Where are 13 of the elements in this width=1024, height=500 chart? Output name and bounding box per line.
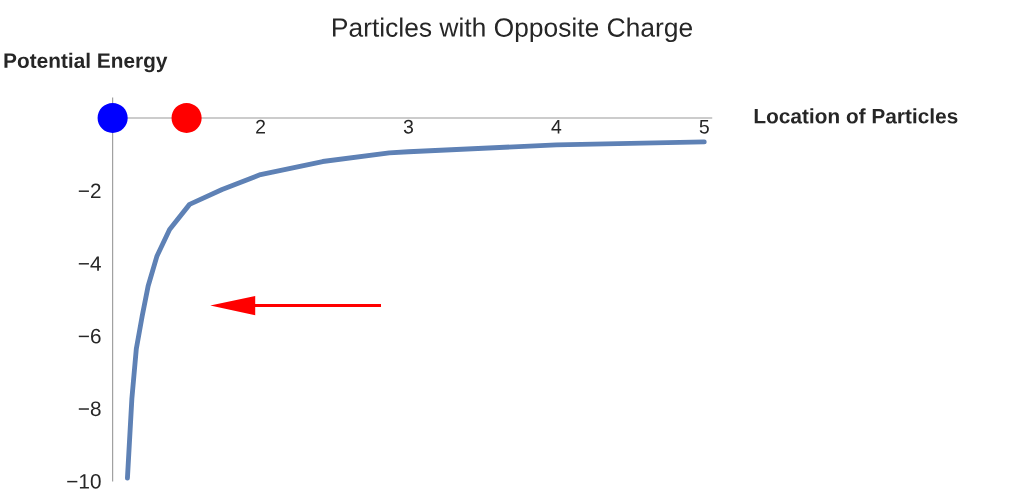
x-tick-label: 3 (403, 119, 414, 134)
y-tick-label: −8 (78, 401, 101, 417)
y-tick-label: −6 (78, 328, 101, 344)
y-axis-title: Potential Energy (4, 52, 168, 73)
x-tick-label: 5 (699, 120, 709, 134)
chart-title: Particles with Opposite Charge (333, 17, 692, 43)
y-tick-label: −4 (78, 256, 101, 271)
y-tick-label: −10 (67, 474, 101, 489)
x-axis-title: Location of Particles (754, 108, 958, 124)
x-tick-label: 4 (551, 120, 562, 134)
x-tick-label: 2 (256, 119, 265, 134)
line-series (125, 139, 707, 481)
y-tick-label: −2 (78, 183, 101, 199)
